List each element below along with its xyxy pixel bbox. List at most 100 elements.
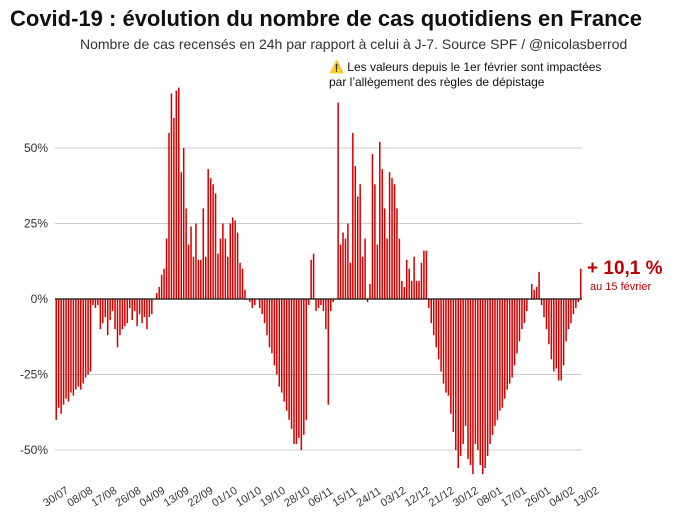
data-bar [236,232,239,299]
data-bar [102,299,104,324]
data-bar [423,250,425,299]
data-bar [565,299,567,342]
y-tick-label: 25% [24,217,48,231]
data-bar [138,299,141,315]
data-bar [344,238,347,299]
data-bar [231,217,234,299]
data-bar [131,299,133,321]
x-tick-label: 17/01 [499,485,529,510]
data-bar [518,299,521,342]
x-tick-label: 30/12 [451,485,481,510]
data-bar [84,299,87,378]
data-bar [258,299,261,309]
data-bar [501,299,504,408]
data-bar [508,299,511,384]
x-tick-label: 24/11 [355,485,384,509]
data-bar [327,299,330,405]
data-bar [398,238,401,299]
data-bar [325,299,327,330]
data-bar [560,299,562,381]
data-bar [545,299,548,330]
data-bar [124,299,126,327]
x-tick-label: 26/01 [523,485,553,510]
data-bar [413,256,415,299]
data-bar [356,196,359,299]
data-bar [202,208,205,299]
data-bar [305,299,307,420]
data-bar [278,299,281,387]
data-bar [533,289,535,299]
data-bar [55,299,57,420]
data-bar [280,299,283,393]
x-tick-label: 21/12 [427,485,457,510]
latest-value-callout: + 10,1 % [587,258,663,279]
data-bar [263,299,266,324]
data-bar [200,259,202,299]
data-bar [401,280,403,299]
data-bar [60,299,62,414]
data-bar [155,292,158,299]
data-bar [474,299,477,444]
data-bar [190,226,192,299]
data-bar [288,299,290,420]
data-bar [393,184,396,299]
data-bar [300,299,303,450]
data-bar [391,178,393,299]
data-bar [354,166,357,299]
data-bar [440,299,442,372]
data-bar [472,299,474,475]
data-bar [415,280,418,299]
data-bar [307,299,310,306]
data-bar [229,223,232,299]
data-bar [209,178,212,299]
data-bar [330,299,332,312]
data-bar [207,169,209,299]
data-bar [173,117,175,299]
data-bar [239,262,241,299]
data-bar [244,289,246,299]
data-bar [94,299,97,309]
data-bar [349,262,352,299]
data-bar [469,299,472,466]
data-bar [516,299,518,354]
data-bar [447,299,450,396]
x-tick-label: 22/09 [186,485,216,510]
x-tick-label: 19/10 [258,485,288,510]
data-bar [403,286,406,299]
annotation-note: ⚠️ Les valeurs depuis le 1er février son… [329,60,601,90]
data-bar [224,238,227,299]
data-bar [312,253,315,299]
data-bar [332,299,334,303]
data-bar [379,141,381,299]
x-tick-label: 17/08 [89,485,119,510]
data-bar [550,299,553,360]
data-bar [285,299,288,411]
data-bar [75,299,77,390]
data-bar [182,148,185,299]
data-bar [320,299,322,306]
data-bar [337,102,339,299]
y-tick-label: 0% [31,292,49,306]
data-bar [273,299,276,366]
data-bar [310,259,312,299]
data-bar [290,299,293,429]
data-bar [366,299,369,303]
data-bar [175,90,178,300]
data-bar [452,299,455,432]
data-bar [293,299,295,444]
data-bar [352,132,354,299]
data-bar [151,299,153,315]
data-bar [506,299,508,390]
data-bar [146,299,148,330]
data-bar [170,93,173,299]
data-bar [396,208,398,299]
data-bar [457,299,459,469]
x-tick-label: 13/09 [162,485,192,510]
data-bar [540,299,543,306]
data-bar [77,299,80,387]
data-bar [467,299,469,460]
data-bar [530,283,533,299]
data-bar [276,299,278,375]
